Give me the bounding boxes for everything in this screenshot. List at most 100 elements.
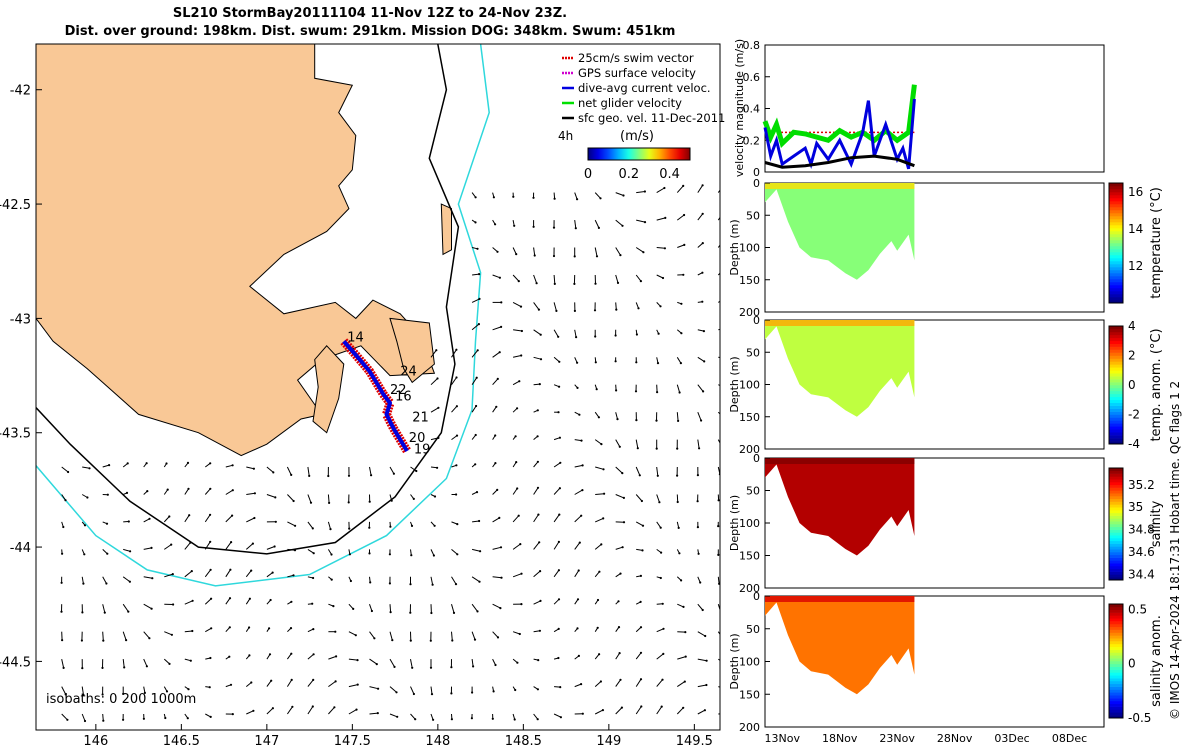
sfc-geo-arrow: [553, 541, 560, 550]
sfc-geo-arrowhead: [696, 526, 700, 529]
sfc-geo-arrow: [553, 302, 557, 312]
sfc-geo-arrowhead: [376, 712, 379, 715]
sfc-geo-arrow: [594, 219, 600, 229]
sfc-geo-arrow: [656, 521, 662, 528]
sfc-geo-arrowhead: [537, 659, 540, 662]
sfc-geo-arrowhead: [599, 197, 602, 200]
sfc-geo-arrow: [553, 487, 561, 495]
colorbar-step: [1109, 543, 1123, 547]
sfc-geo-arrowhead: [60, 581, 63, 584]
sfc-geo-arrowhead: [596, 598, 600, 602]
sfc-geo-arrow: [266, 572, 273, 578]
sfc-geo-arrowhead: [478, 580, 481, 583]
sfc-geo-arrowhead: [539, 599, 542, 603]
sfc-geo-arrow: [430, 349, 437, 358]
colorbar-step: [1109, 470, 1123, 474]
sfc-geo-arrowhead: [250, 569, 253, 572]
sfc-geo-arrowhead: [431, 583, 434, 586]
sfc-geo-arrowhead: [643, 190, 647, 193]
colorbar-tick-label: 34.8: [1128, 523, 1155, 537]
map-y-tick-label: -43: [10, 312, 31, 327]
colorbar-step: [1109, 510, 1123, 514]
sfc-geo-arrowhead: [717, 525, 720, 528]
colorbar-tick-label: 4: [1128, 319, 1136, 333]
sfc-geo-arrowhead: [722, 298, 724, 300]
sfc-geo-arrow: [122, 631, 127, 641]
sfc-geo-arrow: [286, 466, 292, 476]
sfc-geo-arrowhead: [150, 546, 153, 550]
sfc-geo-arrowhead: [356, 683, 359, 686]
sfc-geo-arrowhead: [210, 597, 213, 600]
sfc-geo-arrowhead: [594, 335, 597, 338]
section-surface-layer: [765, 458, 915, 464]
sfc-geo-arrow: [533, 514, 539, 523]
velocity-series-group: [762, 84, 917, 170]
sfc-geo-arrowhead: [437, 436, 440, 439]
sfc-geo-arrow: [430, 437, 439, 441]
colorbar-step: [1109, 709, 1123, 713]
sfc-geo-arrowhead: [191, 629, 194, 633]
colorbar-step: [1109, 524, 1123, 528]
colorbar-step: [1109, 540, 1123, 544]
colorbar-step: [1109, 549, 1123, 553]
sfc-geo-arrowhead: [209, 462, 212, 465]
sfc-geo-arrowhead: [146, 490, 149, 493]
sfc-geo-arrowhead: [273, 545, 276, 548]
sfc-geo-arrowhead: [190, 570, 193, 573]
sfc-geo-arrowhead: [680, 332, 683, 335]
sfc-geo-arrow: [533, 302, 540, 310]
sfc-geo-arrowhead: [229, 568, 232, 571]
sfc-geo-arrow: [286, 706, 293, 715]
colorbar-step: [1109, 493, 1123, 497]
depth-tick-label: 150: [739, 274, 760, 287]
sfc-geo-arrowhead: [678, 552, 681, 555]
sfc-geo-arrowhead: [683, 243, 686, 246]
sfc-geo-arrow: [471, 576, 480, 583]
sfc-geo-arrow: [697, 439, 700, 449]
colorbar-step: [1109, 408, 1123, 412]
sfc-geo-arrow: [164, 631, 173, 636]
sfc-geo-arrowhead: [721, 242, 723, 244]
sfc-geo-arrowhead: [290, 652, 293, 655]
sfc-geo-arrow: [471, 323, 480, 331]
sfc-geo-arrow: [697, 631, 706, 637]
sfc-geo-arrowhead: [724, 663, 726, 665]
sfc-geo-arrowhead: [536, 718, 539, 721]
sfc-geo-arrow: [225, 489, 234, 495]
sfc-geo-arrowhead: [520, 329, 524, 333]
sfc-geo-arrowhead: [573, 309, 577, 312]
sfc-geo-arrow: [184, 570, 193, 578]
section-data-fill: [765, 183, 915, 280]
sfc-geo-arrowhead: [389, 525, 392, 528]
sfc-geo-arrowhead: [187, 688, 190, 691]
sfc-geo-arrow: [389, 713, 398, 718]
sfc-geo-arrowhead: [291, 705, 294, 708]
sfc-geo-arrowhead: [535, 282, 538, 285]
sfc-geo-arrowhead: [536, 460, 540, 463]
colorbar-step: [1109, 282, 1123, 286]
sfc-geo-arrow: [451, 604, 455, 614]
colorbar-tick-label: 16: [1128, 185, 1143, 199]
colorbar-step: [1109, 246, 1123, 250]
sfc-geo-arrowhead: [553, 282, 556, 285]
sfc-geo-arrowhead: [455, 376, 458, 379]
sfc-geo-arrow: [656, 274, 664, 279]
sfc-geo-arrowhead: [697, 552, 700, 555]
sfc-geo-arrow: [677, 681, 686, 688]
sfc-geo-arrowhead: [122, 718, 125, 721]
sfc-geo-arrow: [61, 466, 69, 473]
sfc-geo-arrowhead: [327, 474, 330, 478]
sfc-geo-arrow: [327, 494, 330, 503]
sfc-geo-arrow: [533, 713, 539, 720]
sfc-geo-arrowhead: [494, 462, 497, 465]
sfc-geo-arrowhead: [500, 301, 503, 304]
colorbar-step: [1109, 192, 1123, 196]
sfc-geo-arrowhead: [619, 678, 622, 681]
sfc-geo-arrowhead: [518, 380, 521, 383]
colorbar-step: [1109, 626, 1123, 630]
sfc-geo-arrow: [410, 466, 417, 472]
sfc-geo-arrow: [471, 349, 479, 358]
colorbar-step: [1109, 399, 1123, 403]
sfc-geo-arrowhead: [129, 550, 132, 553]
sfc-geo-arrowhead: [106, 493, 109, 496]
